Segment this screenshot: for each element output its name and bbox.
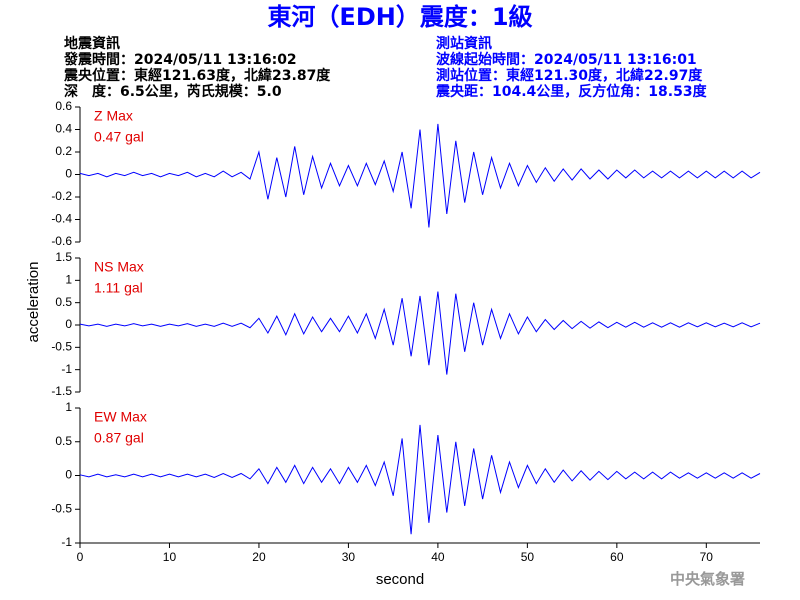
info-left: 震央位置：東經121.63度，北緯23.87度 <box>63 67 331 84</box>
waveform <box>79 424 761 535</box>
x-tick-label: 30 <box>342 550 356 564</box>
y-tick-label: -1 <box>61 362 72 376</box>
waveform <box>79 123 761 228</box>
y-tick-label: -0.5 <box>51 340 72 354</box>
y-tick-label: 0.2 <box>55 144 72 158</box>
y-tick-label: 0 <box>65 167 72 181</box>
max-label: 0.87 gal <box>94 430 144 446</box>
y-tick-label: 0.5 <box>55 295 72 309</box>
component-label: EW Max <box>94 409 147 425</box>
max-label: 1.11 gal <box>94 280 143 296</box>
y-tick-label: 0.6 <box>55 99 72 113</box>
title: 東河（EDH）震度：1級 <box>267 3 532 31</box>
x-axis-label: second <box>376 571 424 588</box>
y-tick-label: 0 <box>65 468 72 482</box>
x-tick-label: 60 <box>610 550 624 564</box>
info-left: 深 度：6.5公里，芮氏規模：5.0 <box>64 83 282 100</box>
info-right: 測站資訊 <box>436 35 492 52</box>
y-axis-label: acceleration <box>25 262 42 343</box>
x-tick-label: 0 <box>77 550 84 564</box>
max-label: 0.47 gal <box>94 129 144 145</box>
y-tick-label: -0.6 <box>51 234 72 248</box>
y-tick-label: 0.4 <box>55 122 72 136</box>
component-label: NS Max <box>94 259 144 275</box>
info-left: 發震時間：2024/05/11 13:16:02 <box>63 51 297 68</box>
y-tick-label: 1 <box>65 273 72 287</box>
component-label: Z Max <box>94 108 133 124</box>
y-tick-label: -0.2 <box>51 189 72 203</box>
y-tick-label: 1 <box>65 400 72 414</box>
y-tick-label: -0.4 <box>51 212 72 226</box>
waveform <box>79 291 761 375</box>
x-tick-label: 40 <box>431 550 445 564</box>
y-tick-label: 0 <box>65 317 72 331</box>
y-tick-label: -1.5 <box>51 384 72 398</box>
y-tick-label: -0.5 <box>51 501 72 515</box>
footer: 中央氣象署 <box>670 570 745 588</box>
y-tick-label: 1.5 <box>55 250 72 264</box>
y-tick-label: -1 <box>61 535 72 549</box>
y-tick-label: 0.5 <box>55 434 72 448</box>
info-right: 震央距：104.4公里，反方位角：18.53度 <box>435 83 708 100</box>
info-left: 地震資訊 <box>64 35 120 52</box>
x-tick-label: 70 <box>700 550 714 564</box>
x-tick-label: 10 <box>163 550 177 564</box>
info-right: 波線起始時間：2024/05/11 13:16:01 <box>436 51 697 68</box>
info-right: 測站位置：東經121.30度，北緯22.97度 <box>436 67 703 84</box>
x-tick-label: 50 <box>521 550 535 564</box>
x-tick-label: 20 <box>252 550 266 564</box>
